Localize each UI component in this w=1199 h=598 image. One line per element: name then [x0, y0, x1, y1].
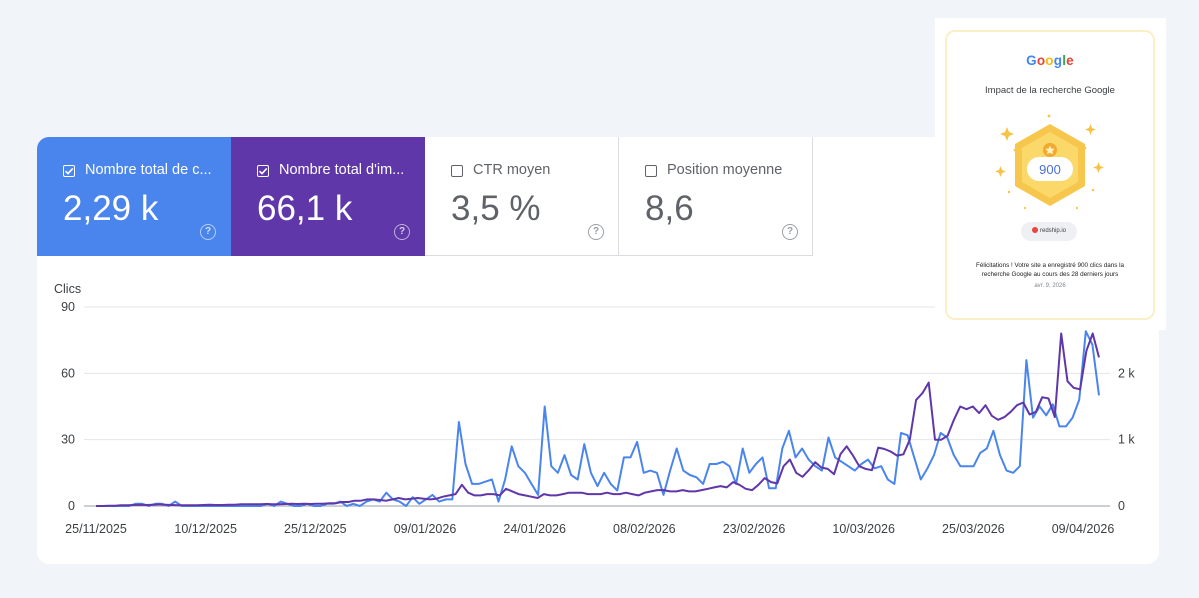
- help-icon[interactable]: ?: [588, 224, 604, 240]
- metric-tiles: Nombre total de c... 2,29 k ? Nombre tot…: [37, 137, 813, 256]
- y-tick-label-left: 30: [61, 433, 75, 447]
- help-icon[interactable]: ?: [394, 224, 410, 240]
- checkbox-checked-icon[interactable]: [257, 165, 269, 177]
- help-icon[interactable]: ?: [782, 224, 798, 240]
- y-tick-label-left: 90: [61, 300, 75, 314]
- x-tick-label: 08/02/2026: [613, 522, 676, 536]
- x-tick-label: 25/03/2026: [942, 522, 1005, 536]
- award-badge-icon: 900: [995, 114, 1104, 210]
- site-chip: redship.io: [1021, 222, 1077, 241]
- x-tick-label: 25/12/2025: [284, 522, 347, 536]
- award-message: Félicitations ! Votre site a enregistré …: [975, 262, 1125, 278]
- x-tick-label: 09/01/2026: [394, 522, 457, 536]
- site-name: redship.io: [1039, 228, 1066, 234]
- metric-total-impressions[interactable]: Nombre total d'im... 66,1 k ?: [231, 137, 425, 256]
- google-logo-letter: l: [1062, 53, 1067, 68]
- metric-value: 66,1 k: [257, 189, 353, 228]
- metric-value: 2,29 k: [63, 189, 159, 228]
- metric-total-clicks[interactable]: Nombre total de c... 2,29 k ?: [37, 137, 231, 256]
- award-title: Impact de la recherche Google: [985, 85, 1115, 96]
- checkbox-unchecked-icon[interactable]: [645, 165, 657, 177]
- google-logo-letter: o: [1036, 53, 1046, 68]
- site-favicon-icon: [1031, 227, 1038, 234]
- x-tick-label: 10/03/2026: [832, 522, 895, 536]
- series-line-impressions: [96, 332, 1100, 507]
- y-tick-label-left: 0: [68, 499, 75, 513]
- series-line-clicks: [96, 330, 1100, 507]
- y-tick-label-left: 60: [61, 366, 75, 380]
- checkbox-checked-icon[interactable]: [63, 165, 75, 177]
- help-icon[interactable]: ?: [200, 224, 216, 240]
- x-tick-label: 24/01/2026: [503, 522, 566, 536]
- y-tick-label-right: 0: [1118, 499, 1125, 513]
- y-tick-label-right: 2 k: [1118, 366, 1135, 380]
- google-logo-letter: g: [1053, 53, 1063, 68]
- checkbox-unchecked-icon[interactable]: [451, 165, 463, 177]
- y-axis-title: Clics: [54, 282, 82, 296]
- x-tick-label: 23/02/2026: [723, 522, 786, 536]
- google-logo-letter: o: [1045, 53, 1054, 68]
- metric-average-ctr[interactable]: CTR moyen 3,5 % ?: [425, 137, 619, 256]
- google-logo-letter: G: [1026, 53, 1037, 68]
- metric-average-position[interactable]: Position moyenne 8,6 ?: [619, 137, 813, 256]
- award-date: avr. 9, 2026: [1034, 283, 1066, 289]
- google-logo: Google: [945, 53, 1155, 68]
- x-tick-label: 09/04/2026: [1052, 522, 1115, 536]
- google-logo-letter: e: [1066, 53, 1074, 68]
- x-tick-label: 10/12/2025: [174, 522, 237, 536]
- metric-value: 8,6: [645, 189, 694, 228]
- award-badge-value: 900: [1039, 162, 1061, 177]
- metric-value: 3,5 %: [451, 189, 541, 228]
- y-tick-label-right: 1 k: [1118, 433, 1135, 447]
- x-tick-label: 25/11/2025: [65, 522, 127, 536]
